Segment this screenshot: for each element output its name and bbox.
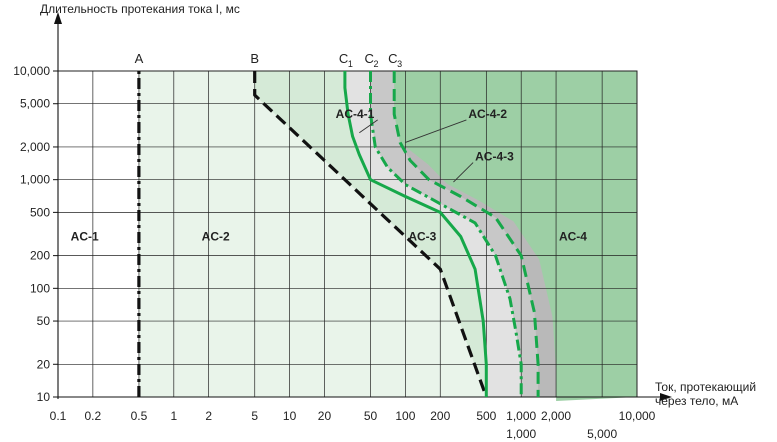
series-label-b: B: [250, 51, 259, 66]
y-tick-label: 5,000: [20, 97, 50, 111]
x-tick-label: 10,000: [619, 409, 656, 423]
x-tick-label-extra: 5,000: [587, 427, 617, 441]
x-tick-label: 2,000: [541, 409, 571, 423]
x-tick-label: 20: [318, 409, 332, 423]
series-c2-line: [369, 71, 523, 397]
sub-zone-leader: [359, 119, 378, 134]
series-label-a: A: [135, 51, 144, 66]
x-tick-label: 1,000: [506, 409, 536, 423]
zone-label: AC-1: [71, 229, 99, 243]
y-axis-arrow: [54, 12, 62, 24]
series-label-subscript: 1: [348, 59, 353, 69]
x-tick-label: 500: [476, 409, 496, 423]
series-label-c1: C: [339, 51, 348, 66]
zone-label: AC-4: [559, 229, 587, 243]
y-tick-label: 1,000: [20, 173, 50, 187]
x-tick-label: 1: [170, 409, 177, 423]
x-axis-arrow: [660, 393, 672, 401]
y-tick-label: 2,000: [20, 140, 50, 154]
series-label-c3: C: [388, 51, 397, 66]
series-curves: [137, 71, 540, 398]
y-tick-label: 10: [37, 390, 51, 404]
sub-zone-label: AC-4-1: [336, 107, 375, 121]
x-tick-label: 50: [364, 409, 378, 423]
sub-zone-leader: [453, 162, 474, 183]
y-tick-label: 500: [30, 205, 50, 219]
x-tick-label: 100: [395, 409, 415, 423]
series-c3-line: [392, 71, 540, 397]
series-b-line: [253, 71, 488, 398]
x-tick-label: 5: [251, 409, 258, 423]
axes: [53, 12, 672, 401]
series-label-subscript: 3: [397, 59, 402, 69]
x-tick-label: 0.1: [50, 409, 67, 423]
sub-zone-label: AC-4-2: [468, 107, 507, 121]
y-tick-label: 200: [30, 249, 50, 263]
x-axis-title: Ток, протекающий через тело, мА: [655, 380, 757, 408]
x-tick-label: 10: [283, 409, 297, 423]
sub-zone-leader: [405, 119, 467, 143]
zone-ac4-fill: [394, 71, 637, 401]
series-label-c2: C: [365, 51, 374, 66]
x-tick-label: 2: [205, 409, 212, 423]
y-tick-label: 100: [30, 281, 50, 295]
series-label-subscript: 2: [374, 59, 379, 69]
y-tick-label: 50: [37, 314, 51, 328]
x-tick-label: 0.5: [131, 409, 148, 423]
y-tick-label: 10,000: [13, 64, 50, 78]
x-tick-label: 0.2: [85, 409, 102, 423]
zone-fills: [58, 71, 637, 401]
y-tick-label: 20: [37, 357, 51, 371]
zone-label: AC-2: [202, 229, 230, 243]
y-axis-title: Длительность протекания тока I, мс: [40, 2, 240, 16]
zone-label: AC-3: [408, 229, 436, 243]
sub-zone-label: AC-4-3: [475, 150, 514, 164]
x-tick-label-extra: 1,000: [506, 427, 536, 441]
x-tick-label: 200: [430, 409, 450, 423]
series-c1-line: [343, 71, 488, 397]
